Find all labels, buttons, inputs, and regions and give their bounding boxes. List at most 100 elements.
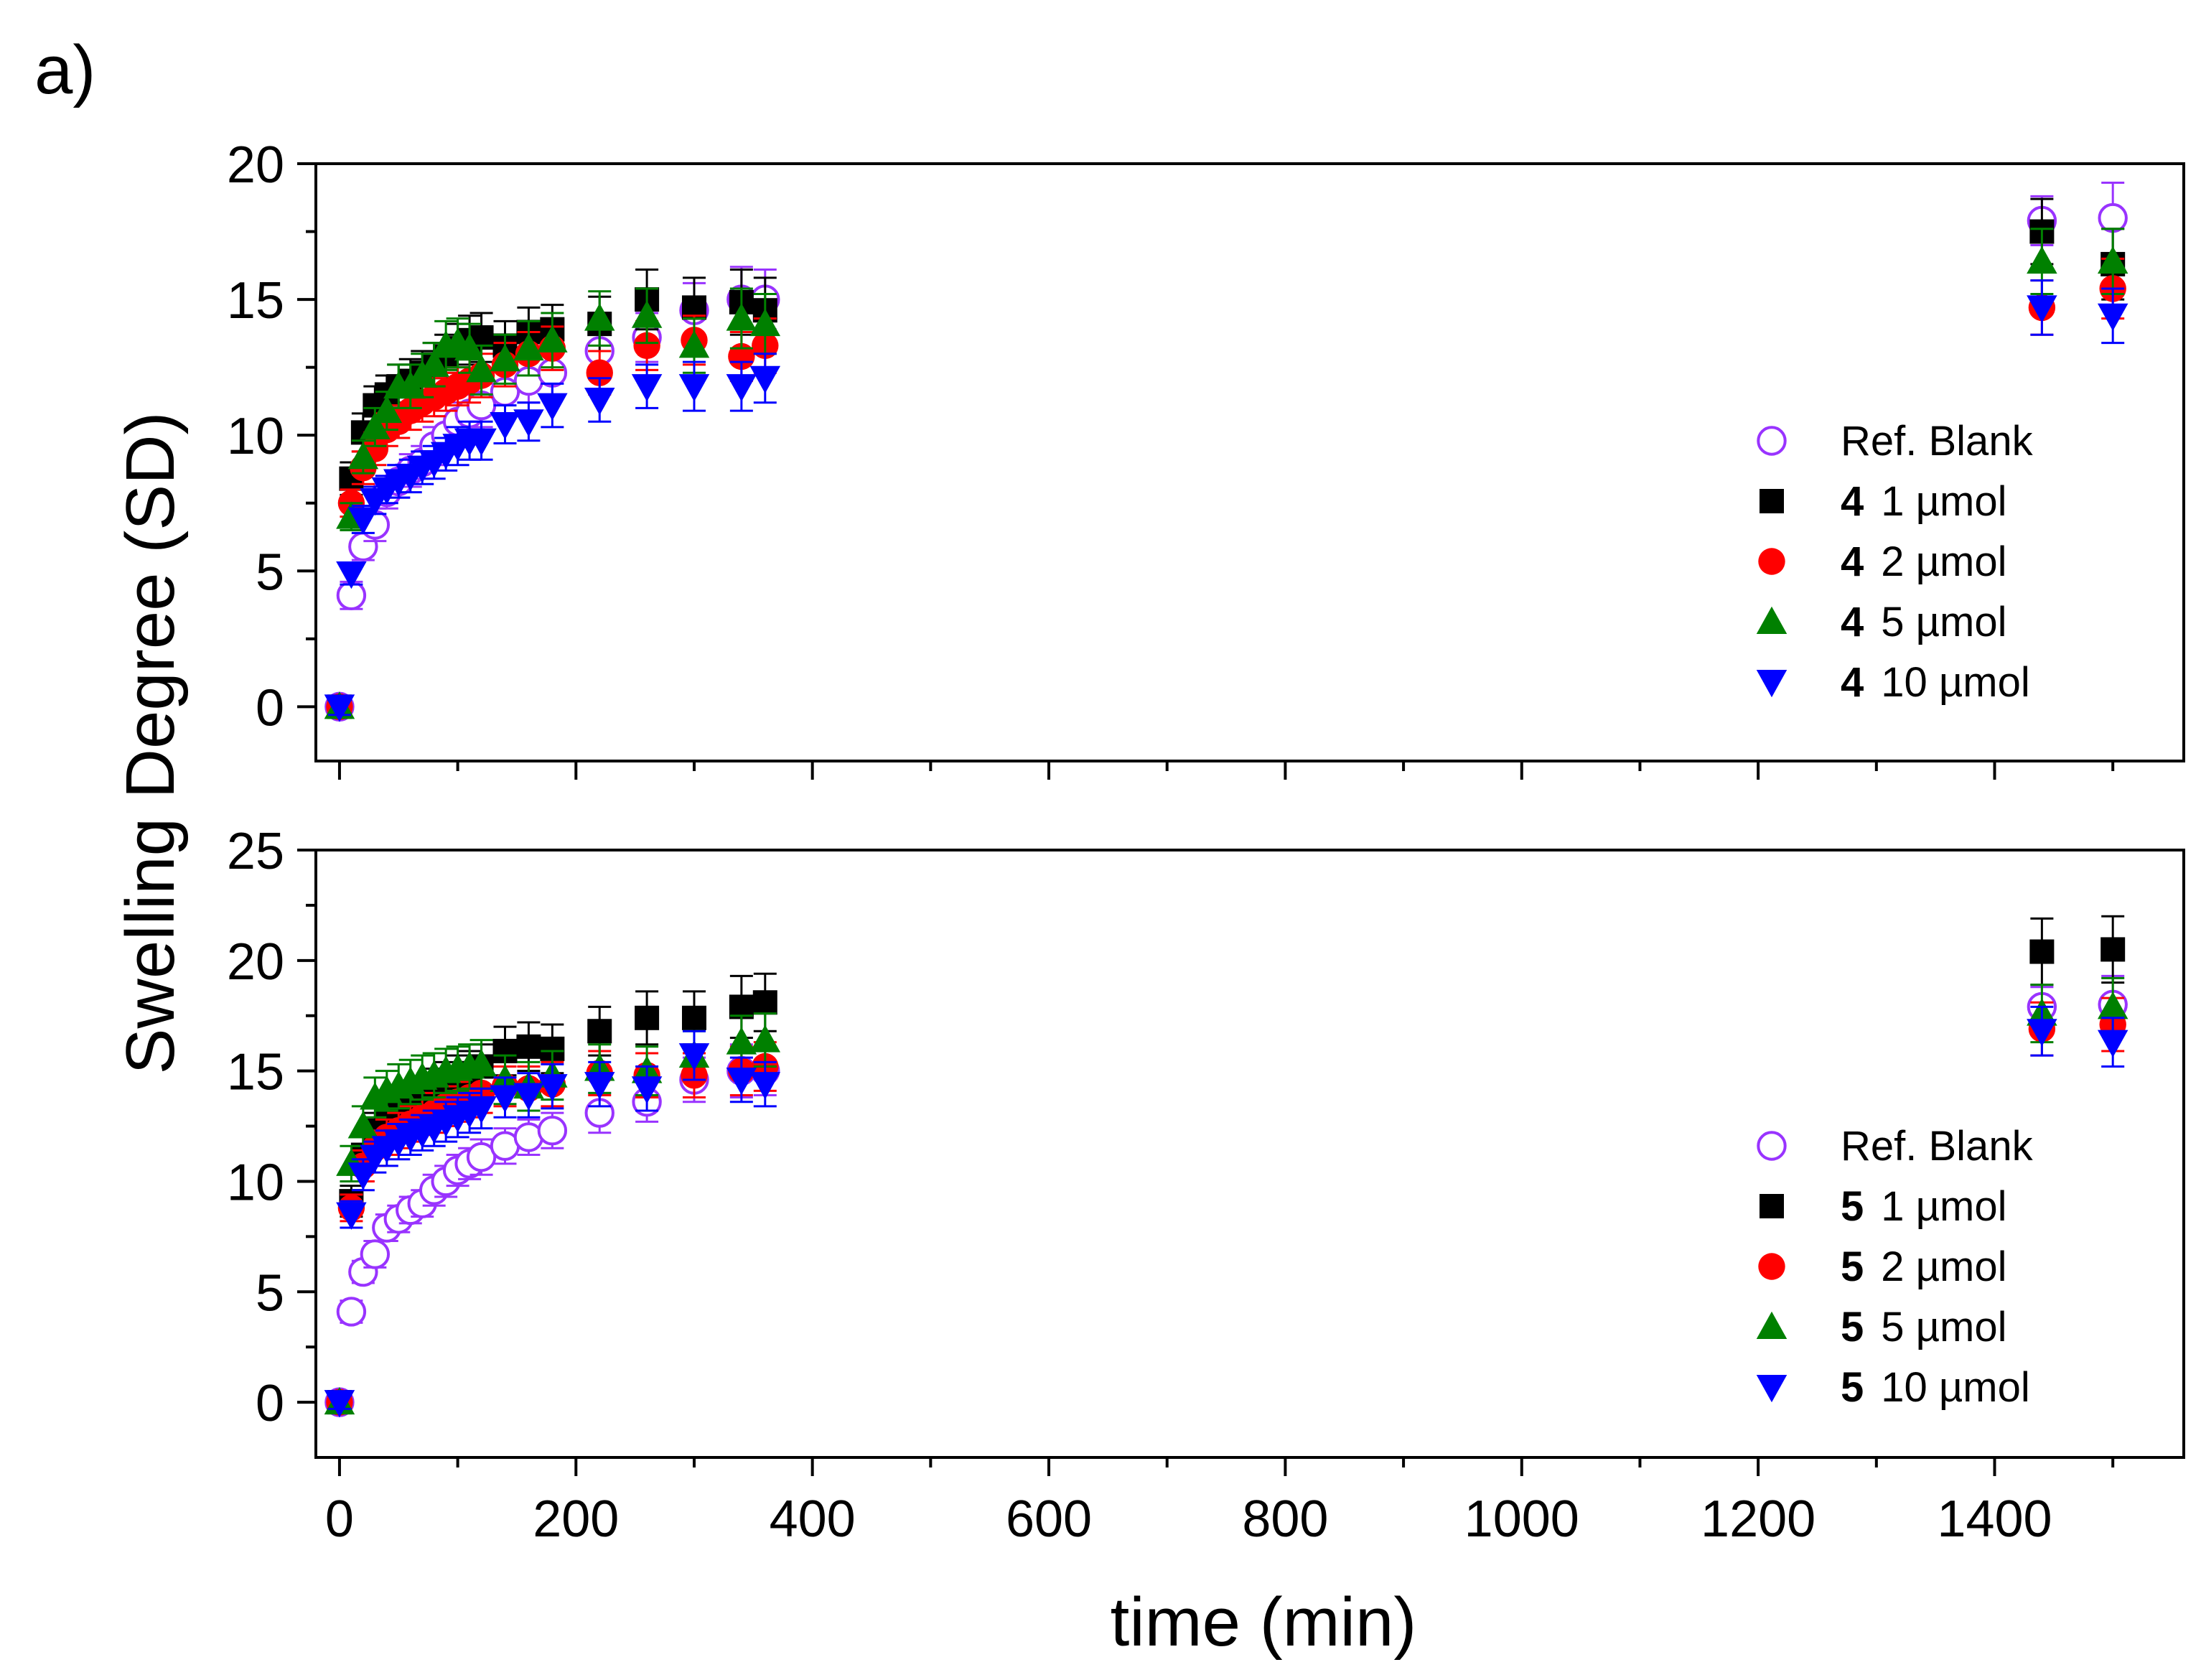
y-tick-label: 25 — [227, 823, 284, 880]
legend-label: 5 5 µmol — [1841, 1304, 2007, 1350]
data-point — [2027, 1019, 2057, 1047]
legend-label: Ref. Blank — [1841, 418, 2034, 465]
legend-compound-number: 5 — [1841, 1304, 1864, 1350]
data-point — [466, 428, 497, 456]
series-4 — [324, 228, 2128, 719]
legend-amount: 2 µmol — [1881, 1243, 2006, 1290]
data-point — [587, 1019, 612, 1044]
legend-label: 5 2 µmol — [1841, 1243, 2007, 1290]
data-point — [347, 1162, 379, 1190]
data-point — [537, 1074, 568, 1102]
x-tick-label: 0 — [325, 1490, 354, 1548]
data-point — [631, 374, 663, 402]
y-tick-label: 20 — [227, 136, 284, 194]
legend-label: 4 1 µmol — [1841, 478, 2007, 525]
data-point — [631, 1076, 663, 1104]
data-point — [726, 1027, 757, 1055]
legend-label: 4 10 µmol — [1841, 659, 2030, 706]
y-tick-label: 0 — [256, 1375, 284, 1432]
bottom-panel: 0 200 400 600 800 1000 1200 1400 0 5 10 15 20 25 Ref. … — [227, 823, 2185, 1548]
data-point — [466, 1049, 497, 1077]
data-point — [371, 395, 403, 424]
legend: Ref. Blank 4 1 µmol 4 2 µmol 4 5 µmol 4 10 µmol — [1756, 418, 2034, 706]
data-point — [516, 1034, 541, 1059]
legend-marker — [1758, 1253, 1785, 1280]
data-point — [336, 1297, 367, 1327]
legend-compound-number: 5 — [1841, 1243, 1864, 1290]
data-point — [726, 374, 757, 402]
y-tick-label: 15 — [227, 1044, 284, 1101]
data-point — [631, 300, 663, 328]
data-point — [728, 342, 755, 370]
data-point — [490, 344, 520, 372]
data-point — [681, 1005, 706, 1030]
x-tick-label: 1000 — [1464, 1490, 1579, 1548]
data-point — [537, 1115, 568, 1146]
data-point — [490, 412, 520, 440]
data-point — [360, 411, 391, 439]
data-point — [347, 442, 379, 470]
data-point — [635, 1005, 660, 1030]
legend-label: Ref. Blank — [1841, 1123, 2034, 1170]
legend-marker — [1756, 1311, 1788, 1339]
x-tick-label: 200 — [533, 1490, 619, 1548]
data-point — [749, 308, 781, 337]
data-point — [726, 1067, 757, 1096]
y-tick-label: 20 — [227, 933, 284, 991]
data-point — [360, 1239, 391, 1269]
legend-marker — [1758, 548, 1785, 575]
data-point — [2027, 246, 2057, 274]
legend-label: 4 5 µmol — [1841, 599, 2007, 645]
legend-amount: 1 µmol — [1881, 478, 2006, 525]
data-point — [633, 332, 660, 360]
data-point — [513, 1083, 544, 1111]
y-axis-title: Swelling Degree (SD) — [112, 411, 189, 1074]
y-tick-label: 5 — [256, 1264, 284, 1322]
y-tick-label: 10 — [227, 1154, 284, 1211]
legend-amount: 5 µmol — [1881, 599, 2006, 645]
x-tick-label: 400 — [770, 1490, 856, 1548]
data-point — [2097, 246, 2128, 274]
legend-amount: 10 µmol — [1881, 659, 2030, 706]
legend-amount: 10 µmol — [1881, 1364, 2030, 1411]
data-point — [537, 393, 568, 421]
legend-marker — [1760, 489, 1784, 513]
legend-marker — [1757, 426, 1787, 456]
data-point — [513, 332, 544, 361]
legend-compound-number: 4 — [1841, 659, 1864, 706]
panel-label: a) — [34, 32, 95, 108]
x-tick-label: 600 — [1006, 1490, 1092, 1548]
data-point — [347, 1111, 379, 1139]
data-point — [749, 365, 781, 394]
legend-label: 5 1 µmol — [1841, 1183, 2007, 1230]
x-tick-label: 1400 — [1937, 1490, 2052, 1548]
legend-compound-number: 4 — [1841, 478, 1864, 525]
data-point — [2097, 991, 2128, 1019]
data-point — [726, 303, 757, 331]
legend-amount: 2 µmol — [1881, 538, 2006, 585]
legend: Ref. Blank 5 1 µmol 5 2 µmol 5 5 µmol 5 10 µmol — [1756, 1123, 2034, 1411]
y-tick-label: 10 — [227, 408, 284, 465]
y-tick-label: 0 — [256, 679, 284, 737]
data-point — [537, 325, 568, 353]
legend-compound-number: 5 — [1841, 1364, 1864, 1411]
legend-marker — [1756, 670, 1788, 698]
legend-compound-number: 4 — [1841, 538, 1864, 585]
x-tick-label: 800 — [1242, 1490, 1328, 1548]
data-point — [2097, 1030, 2128, 1058]
data-point — [749, 1072, 781, 1100]
data-point — [466, 355, 497, 383]
data-point — [678, 330, 710, 358]
legend-label: 4 2 µmol — [1841, 538, 2007, 585]
x-axis-title: time (min) — [1111, 1584, 1417, 1661]
data-point — [749, 1025, 781, 1053]
data-point — [466, 1096, 497, 1124]
plot-frame — [314, 162, 2185, 762]
data-point — [584, 303, 615, 331]
data-point — [490, 1085, 520, 1113]
data-point — [678, 374, 710, 402]
